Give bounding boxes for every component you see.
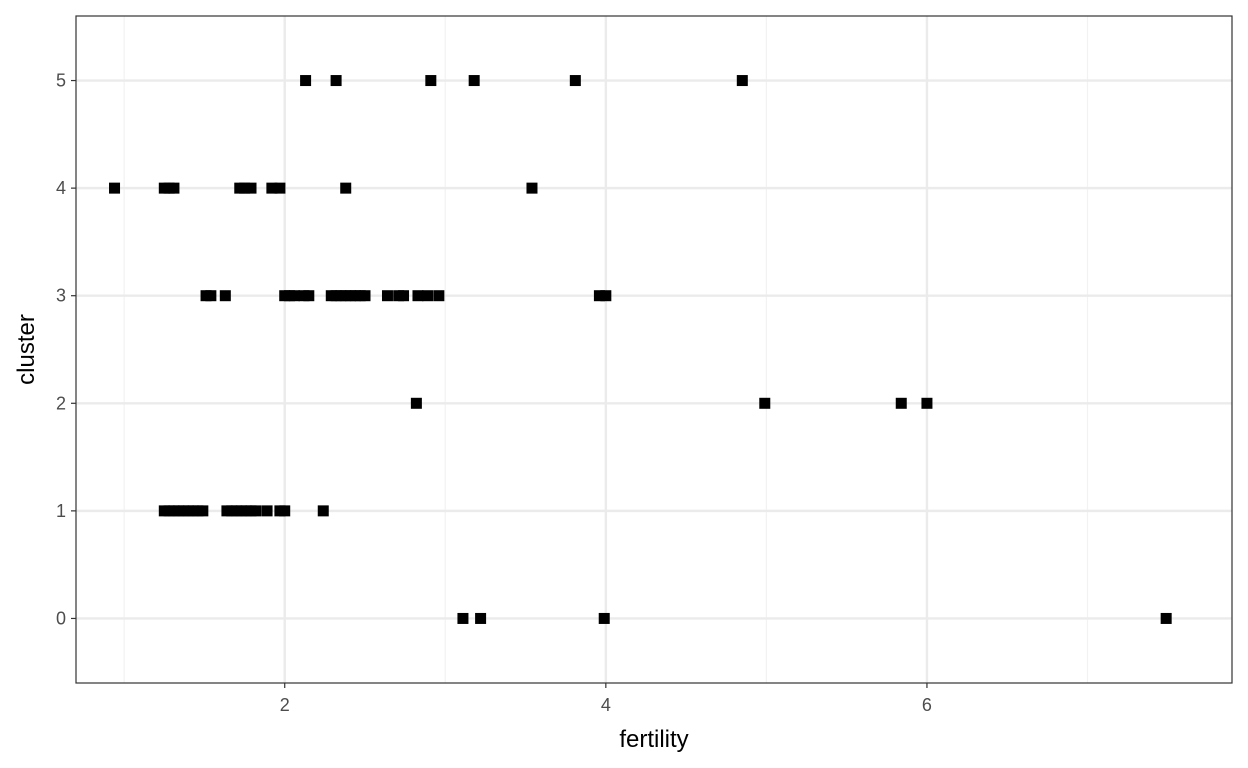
data-point xyxy=(239,182,251,194)
y-tick-label: 5 xyxy=(56,71,66,91)
data-point xyxy=(410,397,422,409)
y-tick-label: 0 xyxy=(56,608,66,628)
data-point xyxy=(600,290,612,302)
data-point xyxy=(598,612,610,624)
data-point xyxy=(759,397,771,409)
data-point xyxy=(468,75,480,87)
data-point xyxy=(593,290,605,302)
data-point xyxy=(219,290,231,302)
data-point xyxy=(475,612,487,624)
data-point xyxy=(398,290,410,302)
data-point xyxy=(736,75,748,87)
data-point xyxy=(1160,612,1172,624)
data-point xyxy=(526,182,538,194)
data-point xyxy=(245,182,257,194)
panel-background xyxy=(76,16,1232,683)
data-point xyxy=(288,290,300,302)
data-point xyxy=(266,182,278,194)
data-point xyxy=(457,612,469,624)
panel-fill xyxy=(76,16,1232,683)
y-tick-label: 2 xyxy=(56,393,66,413)
data-point xyxy=(340,182,352,194)
data-points xyxy=(109,75,1172,624)
data-point xyxy=(330,75,342,87)
data-point xyxy=(197,505,209,517)
data-point xyxy=(422,290,434,302)
data-point xyxy=(300,75,312,87)
data-point xyxy=(205,290,217,302)
y-axis-ticks: 0 1 2 3 4 5 xyxy=(56,71,76,628)
minor-gridlines xyxy=(123,16,1089,683)
data-point xyxy=(381,290,393,302)
data-point xyxy=(359,290,371,302)
x-axis-ticks: 2 4 6 xyxy=(280,683,932,715)
x-tick-label: 6 xyxy=(922,695,932,715)
data-point xyxy=(425,75,437,87)
x-tick-label: 2 xyxy=(280,695,290,715)
data-point xyxy=(303,290,315,302)
data-point xyxy=(168,182,180,194)
data-point xyxy=(412,290,424,302)
data-point xyxy=(895,397,907,409)
y-tick-label: 1 xyxy=(56,501,66,521)
y-tick-label: 4 xyxy=(56,178,66,198)
data-point xyxy=(433,290,445,302)
data-point xyxy=(921,397,933,409)
data-point xyxy=(279,505,291,517)
data-point xyxy=(274,182,286,194)
y-tick-label: 3 xyxy=(56,286,66,306)
y-axis-title: cluster xyxy=(13,314,40,385)
data-point xyxy=(261,505,273,517)
panel-outline xyxy=(75,15,1233,684)
x-tick-label: 4 xyxy=(601,695,611,715)
panel-border xyxy=(75,15,1233,684)
data-point xyxy=(317,505,329,517)
data-point xyxy=(569,75,581,87)
data-point xyxy=(109,182,121,194)
x-axis-title: fertility xyxy=(619,726,688,753)
data-point xyxy=(250,505,262,517)
